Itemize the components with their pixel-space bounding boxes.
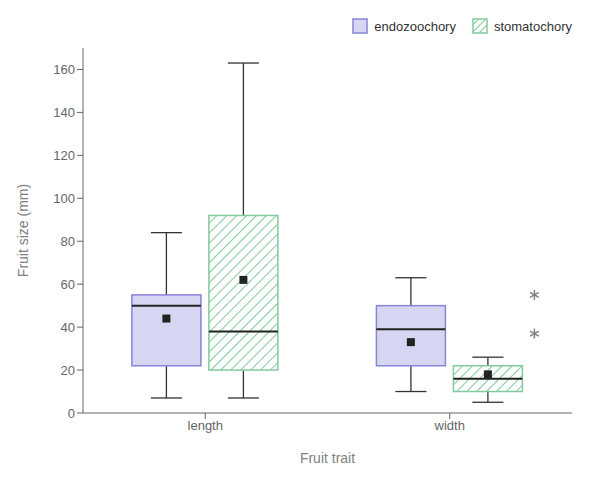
html-text:endozoochory: endozoochory [374, 18, 456, 34]
svg-text:120: 120 [53, 148, 75, 163]
svg-text:40: 40 [61, 320, 75, 335]
svg-text:20: 20 [61, 363, 75, 378]
svg-text:Fruit size (mm): Fruit size (mm) [15, 184, 31, 277]
svg-text:width: width [434, 418, 465, 433]
svg-text:Fruit trait: Fruit trait [300, 450, 355, 466]
svg-text:60: 60 [61, 277, 75, 292]
svg-text:100: 100 [53, 191, 75, 206]
svg-text:0: 0 [68, 406, 75, 421]
svg-text:length: length [188, 418, 223, 433]
svg-text:160: 160 [53, 62, 75, 77]
html-text:stomatochory: stomatochory [494, 18, 572, 34]
svg-text:140: 140 [53, 105, 75, 120]
svg-text:80: 80 [61, 234, 75, 249]
